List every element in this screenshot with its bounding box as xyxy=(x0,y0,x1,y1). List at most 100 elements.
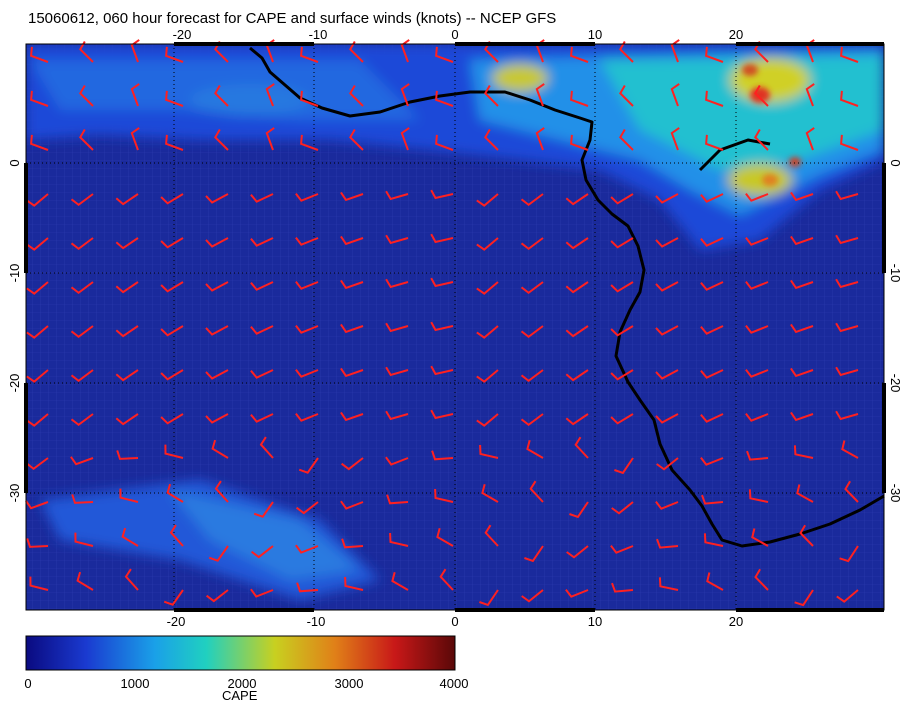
wind-barb xyxy=(840,134,859,151)
wind-barb xyxy=(748,489,769,503)
wind-barb xyxy=(565,237,589,250)
wind-barb xyxy=(400,39,410,63)
wind-barb xyxy=(565,588,589,598)
wind-barb xyxy=(520,369,544,383)
wind-barb xyxy=(610,413,634,425)
wind-barb xyxy=(655,237,679,248)
lat-tick-left: -20 xyxy=(7,374,22,393)
wind-barb xyxy=(70,237,94,251)
lat-tick-left: -30 xyxy=(7,484,22,503)
wind-barb xyxy=(295,412,319,422)
wind-barb xyxy=(565,413,589,426)
wind-barb xyxy=(705,134,724,151)
wind-barb xyxy=(163,589,184,606)
wind-barb xyxy=(746,450,769,461)
wind-barb xyxy=(116,450,139,460)
wind-barb xyxy=(655,500,679,510)
wind-barb xyxy=(835,322,859,333)
wind-barb xyxy=(840,90,859,107)
wind-barb xyxy=(385,278,409,289)
wind-barb xyxy=(385,366,409,377)
wind-barb xyxy=(259,436,274,459)
wind-barb xyxy=(435,134,454,151)
wind-barb xyxy=(165,90,184,107)
wind-barb xyxy=(479,589,499,607)
wind-barb xyxy=(26,538,49,548)
wind-barb xyxy=(754,85,769,107)
wind-barb xyxy=(206,589,229,603)
wind-barb xyxy=(160,237,184,249)
wind-barb xyxy=(520,193,544,207)
wind-barb xyxy=(30,90,49,107)
wind-barb xyxy=(250,281,274,291)
wind-barb xyxy=(119,488,139,503)
wind-barb xyxy=(566,545,589,559)
wind-barb xyxy=(565,193,589,206)
wind-barb xyxy=(799,524,814,547)
wind-barb xyxy=(160,413,184,425)
wind-barb xyxy=(611,582,634,593)
wind-barb xyxy=(790,323,814,334)
wind-barb xyxy=(658,577,679,591)
wind-barb xyxy=(790,279,814,290)
wind-barb xyxy=(484,129,499,151)
wind-barb xyxy=(205,193,229,204)
wind-barb xyxy=(745,412,769,422)
wind-barb xyxy=(796,484,814,503)
wind-barb xyxy=(700,193,724,203)
wind-barb xyxy=(400,127,410,151)
lon-tick-top: -10 xyxy=(309,27,328,42)
wind-barb xyxy=(430,321,454,332)
wind-barb xyxy=(751,528,769,547)
wind-barb xyxy=(79,85,94,107)
wind-barb xyxy=(745,280,769,290)
wind-barb xyxy=(74,532,94,547)
wind-barb xyxy=(670,83,680,107)
wind-barb xyxy=(130,39,140,63)
wind-barb xyxy=(431,450,454,461)
wind-barb xyxy=(570,90,589,107)
wind-barb xyxy=(214,129,229,151)
wind-barb xyxy=(610,193,634,205)
wind-barb xyxy=(520,237,544,251)
wind-barb xyxy=(340,235,364,246)
wind-barb xyxy=(205,325,229,336)
wind-barb xyxy=(700,369,724,379)
wind-barb xyxy=(115,237,139,250)
wind-barbs xyxy=(25,39,859,607)
wind-barb xyxy=(436,528,454,547)
lon-tick-bottom: -10 xyxy=(307,614,326,629)
wind-barb xyxy=(430,365,454,376)
wind-barb xyxy=(26,369,49,383)
wind-barb xyxy=(25,457,49,471)
wind-barb xyxy=(700,413,724,423)
wind-barb xyxy=(70,413,94,427)
wind-barb xyxy=(754,129,769,151)
wind-barb xyxy=(70,325,94,339)
wind-barb xyxy=(520,413,544,427)
wind-barb xyxy=(385,410,409,421)
colorbar-tick: 2000 xyxy=(227,676,257,691)
wind-barb xyxy=(115,193,139,206)
lat-tick-left: 0 xyxy=(7,159,22,166)
wind-barb xyxy=(844,480,859,503)
wind-barb xyxy=(745,368,769,378)
colorbar-tick: 1000 xyxy=(120,676,150,691)
wind-barb xyxy=(435,90,454,107)
lat-labels-left: 0 -10 -20 -30 xyxy=(7,159,22,502)
wind-barb xyxy=(70,193,94,207)
wind-barb xyxy=(655,281,679,292)
lon-tick-top: 0 xyxy=(451,27,458,42)
lat-tick-right: -10 xyxy=(888,264,903,283)
wind-barb xyxy=(700,281,724,291)
wind-barb xyxy=(341,457,364,471)
wind-barb xyxy=(115,281,139,294)
wind-barb xyxy=(705,46,724,63)
wind-barb xyxy=(214,480,229,503)
wind-barb xyxy=(349,85,364,107)
wind-barb xyxy=(386,494,409,505)
wind-barb xyxy=(841,440,859,459)
wind-barb xyxy=(166,483,184,503)
wind-barb xyxy=(295,368,319,378)
wind-barb xyxy=(340,191,364,202)
